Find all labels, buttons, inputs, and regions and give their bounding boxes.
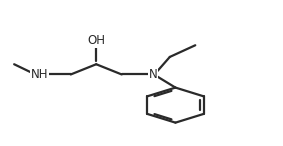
Text: NH: NH xyxy=(31,68,48,81)
Text: OH: OH xyxy=(87,34,105,47)
Text: N: N xyxy=(149,68,157,81)
